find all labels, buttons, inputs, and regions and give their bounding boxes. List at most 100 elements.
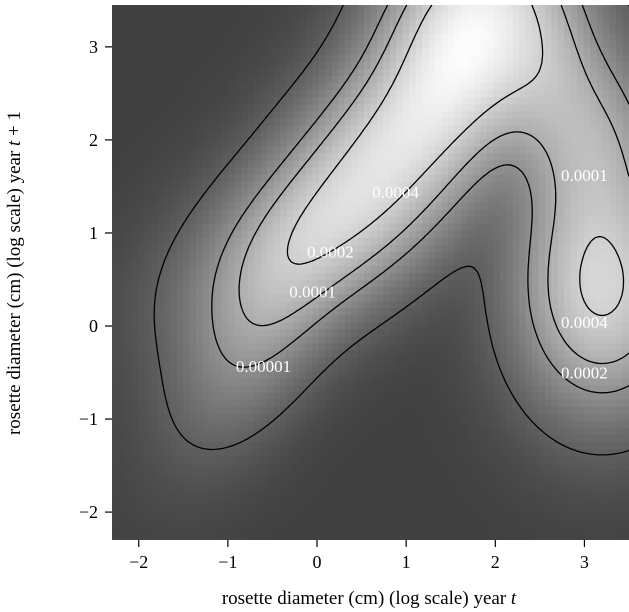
heatmap-cell [616,180,624,189]
heatmap-cell [383,448,391,457]
heatmap-cell [208,124,216,133]
heatmap-cell [564,504,572,513]
heatmap-cell [460,328,469,337]
heatmap-cell [144,448,152,457]
heatmap-cell [241,166,249,175]
heatmap-cell [603,173,611,182]
heatmap-cell [583,216,591,224]
heatmap-cell [292,173,301,182]
heatmap-cell [234,328,242,337]
heatmap-cell [254,314,262,323]
heatmap-cell [596,216,604,224]
heatmap-cell [383,230,391,238]
heatmap-cell [170,180,178,189]
heatmap-cell [389,244,397,252]
heatmap-cell [196,525,204,534]
heatmap-cell [292,117,301,126]
heatmap-cell [441,342,449,351]
heatmap-cell [519,188,527,196]
heatmap-cell [415,434,423,443]
heatmap-cell [454,448,462,457]
heatmap-cell [493,244,501,252]
heatmap-cell [409,385,417,393]
heatmap-cell [331,321,339,330]
heatmap-cell [499,406,507,414]
heatmap-cell [351,152,359,161]
heatmap-cell [318,392,326,400]
heatmap-cell [551,335,559,344]
heatmap-cells [112,5,629,540]
heatmap-cell [292,209,301,217]
heatmap-cell [499,469,507,478]
heatmap-cell [402,279,410,288]
heatmap-cell [493,173,501,182]
heatmap-cell [196,188,204,196]
heatmap-cell [312,244,320,252]
heatmap-cell [241,518,249,527]
heatmap-cell [519,335,527,344]
heatmap-cell [435,314,443,323]
heatmap-cell [616,145,624,154]
heatmap-cell [544,131,553,140]
heatmap-cell [247,223,255,231]
heatmap-cell [137,314,145,323]
heatmap-cell [609,448,617,457]
heatmap-cell [435,258,443,267]
heatmap-cell [176,272,184,281]
heatmap-cell [234,321,242,330]
heatmap-cell [318,469,326,478]
heatmap-cell [183,96,191,105]
heatmap-cell [557,152,565,161]
heatmap-cell [616,117,624,126]
heatmap-cell [532,525,540,534]
heatmap-cell [557,392,565,400]
heatmap-cell [267,279,275,288]
heatmap-cell [506,441,514,450]
heatmap-cell [512,124,520,133]
heatmap-cell [519,328,527,337]
heatmap-cell [409,525,417,534]
heatmap-cell [280,307,288,316]
heatmap-cell [286,483,294,492]
heatmap-cell [519,532,527,540]
heatmap-cell [499,166,507,175]
heatmap-cell [448,469,456,478]
heatmap-cell [454,244,462,252]
heatmap-cell [183,131,191,140]
heatmap-cell [228,321,236,330]
heatmap-cell [557,525,565,534]
heatmap-cell [383,195,391,203]
heatmap-cell [616,504,624,513]
heatmap-cell [460,103,469,112]
heatmap-cell [131,223,139,231]
heatmap-cell [486,145,494,154]
heatmap-cell [590,307,598,316]
heatmap-cell [564,490,572,499]
heatmap-cell [305,223,313,231]
heatmap-cell [357,342,365,351]
heatmap-cell [376,209,385,217]
heatmap-cell [144,511,152,520]
heatmap-cell [234,230,242,238]
heatmap-cell [150,469,158,478]
heatmap-cell [570,117,578,126]
heatmap-cell [331,159,339,168]
heatmap-cell [435,103,443,112]
heatmap-cell [603,230,611,238]
heatmap-cell [137,462,145,471]
heatmap-cell [137,335,145,344]
heatmap-cell [396,434,404,443]
heatmap-cell [112,131,120,140]
heatmap-cell [590,518,598,527]
heatmap-cell [499,251,507,260]
heatmap-cell [499,455,507,464]
heatmap-cell [124,237,132,245]
heatmap-cell [396,504,404,513]
heatmap-cell [409,518,417,527]
heatmap-cell [241,195,249,203]
heatmap-cell [325,413,333,421]
heatmap-cell [357,314,365,323]
heatmap-cell [325,216,333,224]
heatmap-cell [441,188,449,196]
heatmap-cell [609,180,617,189]
